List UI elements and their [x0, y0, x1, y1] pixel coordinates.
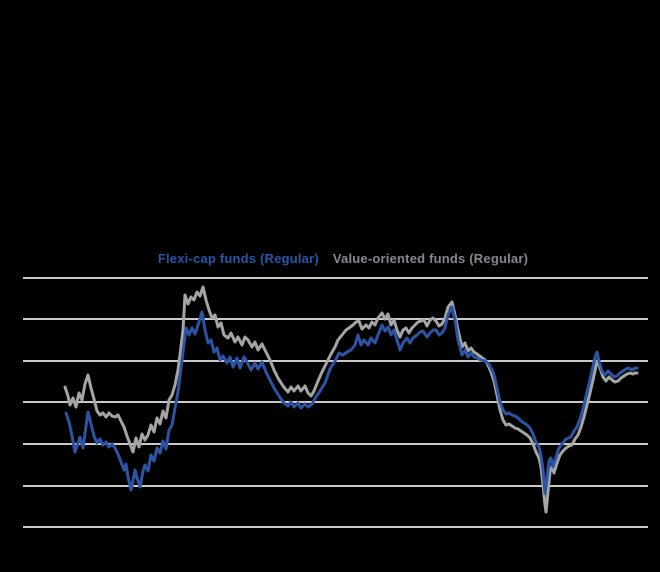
series-line-flexi-cap-funds-regular: [64, 305, 639, 495]
legend-item-value-oriented: Value-oriented funds (Regular): [332, 251, 529, 266]
chart-legend: Flexi-cap funds (Regular) Value-oriented…: [0, 251, 660, 266]
series-line-value-oriented-funds-regular: [63, 285, 639, 514]
legend-item-flexi-cap: Flexi-cap funds (Regular): [157, 251, 319, 266]
